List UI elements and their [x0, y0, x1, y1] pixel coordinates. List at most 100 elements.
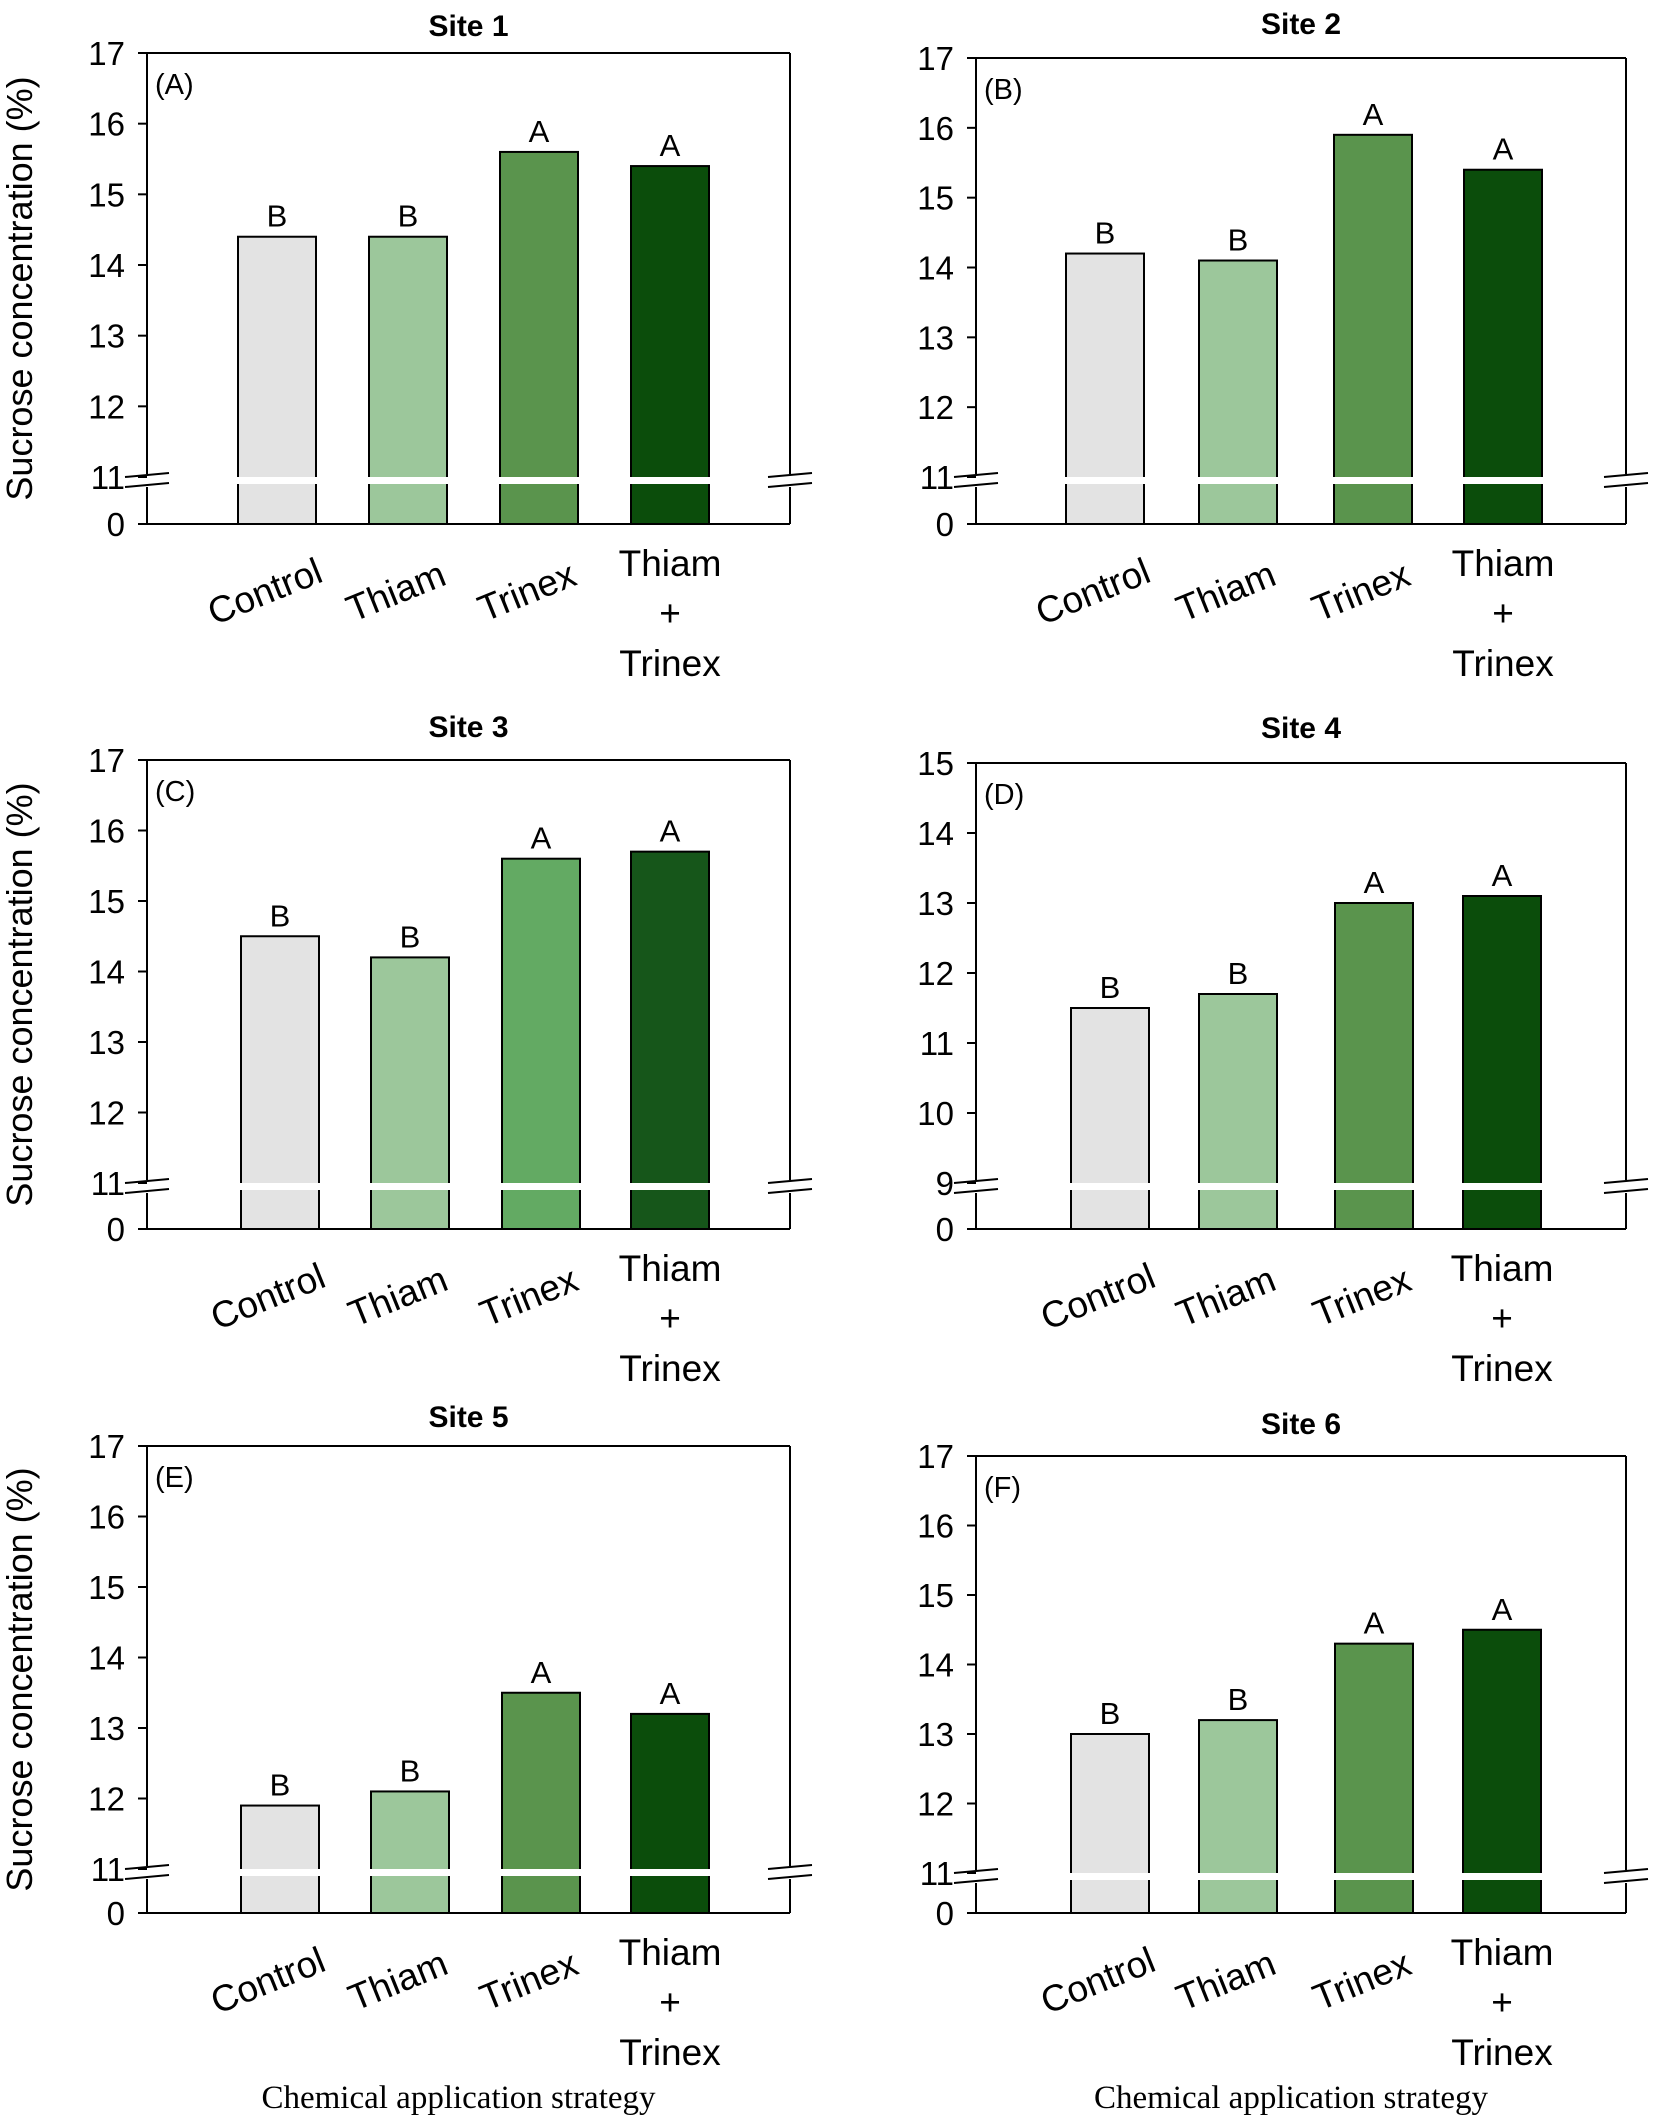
x-tick-label: Trinex [619, 1348, 721, 1389]
x-tick-label: Control [1035, 1255, 1161, 1338]
bar-trinex [501, 857, 581, 1230]
y-tick-label: 14 [917, 1647, 954, 1684]
bar-control [240, 935, 320, 1230]
axis-break-mark [953, 1188, 999, 1194]
y-break-label: 0 [107, 506, 125, 543]
axis-break-mark [1603, 1188, 1649, 1194]
x-tick-label: Trinex [1451, 1348, 1553, 1389]
x-tick-label: + [659, 1982, 681, 2023]
significance-letter: B [1100, 970, 1121, 1005]
y-tick-label: 17 [88, 35, 125, 72]
x-tick-label: Thiam [619, 1248, 722, 1289]
y-tick-label: 14 [917, 815, 954, 852]
x-axis-label: Chemical application strategy [261, 2080, 656, 2116]
bar-control [1070, 1733, 1150, 1914]
panel-label: (B) [984, 74, 1023, 106]
bar-thiam-trinex [630, 850, 710, 1231]
chart-title: Site 1 [428, 10, 508, 43]
x-axis-label: Chemical application strategy [1094, 2080, 1489, 2116]
x-tick-label: Control [202, 550, 328, 633]
significance-letter: A [531, 821, 552, 856]
significance-letter: A [1493, 132, 1514, 167]
y-tick-label: 14 [917, 250, 954, 287]
panel-label: (F) [984, 1472, 1021, 1504]
significance-letter: B [1100, 1696, 1121, 1731]
axis-break-mark [767, 1864, 813, 1870]
significance-letter: B [1228, 956, 1249, 991]
x-tick-label: Trinex [1452, 643, 1554, 684]
axis-break-mark [767, 482, 813, 488]
y-tick-label: 15 [917, 1577, 954, 1614]
x-tick-label: Thiam [1170, 1942, 1281, 2019]
x-tick-label: Thiam [1451, 1932, 1554, 1973]
axis-break-mark [767, 1874, 813, 1880]
bar-trinex [1334, 1642, 1414, 1915]
axis-break-mark [124, 482, 170, 488]
significance-letter: A [529, 114, 550, 149]
axis-break-mark [953, 1178, 999, 1184]
axis-break-mark [124, 1188, 170, 1194]
x-tick-label: Thiam [1170, 1258, 1281, 1335]
x-tick-label: Trinex [619, 643, 721, 684]
bar-thiam-trinex [630, 1712, 710, 1915]
axis-break-mark [1603, 1878, 1649, 1884]
bar-control [237, 235, 317, 525]
axis-break-mark [1603, 472, 1649, 478]
axis-break-mark [1603, 1868, 1649, 1874]
significance-letter: A [1492, 1592, 1513, 1627]
x-tick-label: Trinex [1307, 1258, 1417, 1334]
bar-thiam [1198, 1719, 1278, 1914]
y-tick-label: 17 [917, 1438, 954, 1475]
bar-trinex [1333, 133, 1413, 525]
chart-title: Site 4 [1261, 712, 1341, 745]
x-tick-label: Control [205, 1939, 331, 2022]
axis-break-mark [1603, 1178, 1649, 1184]
significance-letter: A [660, 128, 681, 163]
x-tick-label: Trinex [474, 1942, 584, 2018]
axis-break-mark [953, 472, 999, 478]
significance-letter: B [270, 898, 291, 933]
bar-control [1070, 1007, 1150, 1230]
x-tick-label: Thiam [342, 1258, 453, 1335]
y-tick-label: 15 [88, 883, 125, 920]
y-tick-label: 15 [88, 1569, 125, 1606]
axis-break-mark [953, 482, 999, 488]
x-tick-label: Trinex [619, 2032, 721, 2073]
bar-thiam [368, 235, 448, 525]
axis-break-mark [767, 1188, 813, 1194]
y-tick-label: 13 [88, 1710, 125, 1747]
x-tick-label: Thiam [619, 1932, 722, 1973]
significance-letter: A [1364, 1606, 1385, 1641]
significance-letter: B [1228, 1682, 1249, 1717]
chart-title: Site 5 [428, 1401, 508, 1434]
axis-break-gap [150, 1869, 787, 1876]
y-tick-label: 16 [917, 110, 954, 147]
x-tick-label: Trinex [1306, 553, 1416, 629]
y-tick-label: 12 [88, 1095, 125, 1132]
x-tick-label: Thiam [619, 543, 722, 584]
axis-break-gap [979, 1873, 1623, 1880]
y-tick-label: 11 [920, 1025, 954, 1062]
significance-letter: A [660, 1676, 681, 1711]
axis-break-mark [767, 1178, 813, 1184]
x-tick-label: Trinex [1307, 1942, 1417, 2018]
x-tick-label: Thiam [340, 553, 451, 630]
x-tick-label: Thiam [342, 1942, 453, 2019]
bar-thiam-trinex [1462, 895, 1542, 1230]
y-tick-label: 11 [91, 1851, 125, 1888]
x-tick-label: + [1492, 593, 1514, 634]
bar-thiam-trinex [1463, 168, 1543, 525]
y-tick-label: 10 [917, 1095, 954, 1132]
y-tick-label: 14 [88, 954, 125, 991]
y-tick-label: 14 [88, 247, 125, 284]
y-axis-label: Sucrose concentration (%) [0, 1467, 40, 1891]
bar-thiam-trinex [630, 165, 710, 525]
bar-trinex [499, 150, 579, 526]
y-tick-label: 13 [917, 319, 954, 356]
y-tick-label: 12 [88, 1781, 125, 1818]
x-tick-label: Control [1030, 550, 1156, 633]
